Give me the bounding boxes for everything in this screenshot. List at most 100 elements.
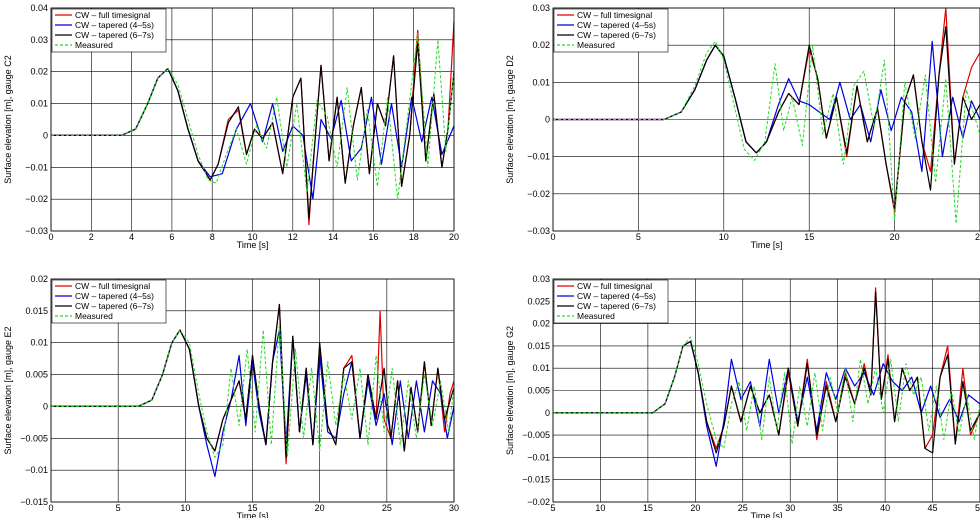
legend-label: CW – tapered (4–5s) [577,20,656,30]
x-tick-label: 6 [169,232,174,242]
x-tick-label: 25 [738,503,748,513]
y-tick-label: 0 [545,408,550,418]
y-axis-label: Surface elevation [m], gauge C2 [3,55,13,184]
x-tick-label: 0 [550,232,555,242]
y-tick-label: −0.02 [527,497,550,507]
y-tick-label: 0.03 [532,3,550,13]
y-tick-label: 0.01 [532,363,550,373]
y-tick-label: 0.025 [527,296,550,306]
x-tick-label: 10 [180,503,190,513]
y-axis-label: Surface elevation [m], gauge E2 [3,326,13,454]
legend-label: CW – full timesignal [577,10,652,20]
y-tick-label: 0.005 [527,386,550,396]
x-tick-label: 2 [89,232,94,242]
x-axis-label: Time [s] [751,240,783,250]
x-tick-label: 5 [550,503,555,513]
series-line-4 [51,323,454,458]
y-tick-label: 0.02 [532,319,550,329]
x-axis-label: Time [s] [237,240,269,250]
x-tick-label: 20 [890,232,900,242]
y-tick-label: −0.015 [522,475,550,485]
y-tick-label: −0.02 [25,194,48,204]
y-tick-label: −0.01 [527,152,550,162]
x-tick-label: 10 [247,232,257,242]
legend-label: CW – tapered (6–7s) [577,30,656,40]
x-axis-label: Time [s] [751,511,783,518]
chart-panel-2: 0 5 10 15 20 25 −0.03 −0.02 −0.01 0 0.01 0.02 0.03 Ti… [505,3,980,250]
x-tick-label: 20 [315,503,325,513]
y-tick-label: 0.005 [25,370,48,380]
y-tick-label: −0.01 [25,465,48,475]
x-tick-label: 30 [449,503,459,513]
x-tick-label: 35 [833,503,843,513]
series-line-3 [51,303,454,458]
axes-frame [50,7,455,232]
legend-label: Measured [577,311,615,321]
y-tick-label: 0 [545,115,550,125]
y-axis-label: Surface elevation [m], gauge G2 [505,326,515,455]
legend-label: CW – tapered (6–7s) [577,301,656,311]
axes-frame [552,278,980,503]
legend-label: Measured [75,311,113,321]
y-tick-label: −0.005 [522,430,550,440]
x-tick-label: 10 [595,503,605,513]
y-tick-label: 0.02 [532,40,550,50]
series-line-4 [553,40,980,225]
x-tick-label: 20 [449,232,459,242]
axes-frame [50,278,455,503]
legend-label: Measured [577,40,615,50]
x-tick-label: 25 [975,232,980,242]
x-tick-label: 14 [328,232,338,242]
x-tick-label: 15 [804,232,814,242]
series-line-3 [51,42,454,219]
y-tick-label: 0.02 [30,274,48,284]
chart-panel-4: 5 10 15 20 25 30 35 40 45 50 −0.02 −0.015 −0.01 −0.00… [505,274,980,518]
legend-label: CW – tapered (4–5s) [577,291,656,301]
y-tick-label: −0.02 [527,189,550,199]
y-tick-label: 0.015 [527,341,550,351]
x-tick-label: 40 [880,503,890,513]
y-tick-label: −0.03 [25,226,48,236]
series-line-4 [553,336,980,449]
x-tick-label: 5 [636,232,641,242]
series-line-3 [553,291,980,454]
x-tick-label: 5 [116,503,121,513]
y-tick-label: −0.005 [20,433,48,443]
x-tick-label: 45 [928,503,938,513]
x-tick-label: 50 [975,503,980,513]
legend-label: CW – tapered (4–5s) [75,291,154,301]
x-tick-label: 0 [48,232,53,242]
x-tick-label: 15 [247,503,257,513]
legend-label: CW – full timesignal [75,281,150,291]
y-tick-label: 0 [43,401,48,411]
chart-panel-1: 0 2 4 6 8 10 12 14 16 18 20 −0.03 −0.02 −0.01 0 0.01 0.0… [3,3,459,250]
x-tick-label: 16 [368,232,378,242]
legend-label: CW – full timesignal [577,281,652,291]
y-tick-label: 0.04 [30,3,48,13]
legend-label: CW – tapered (4–5s) [75,20,154,30]
y-tick-label: 0 [43,130,48,140]
x-tick-label: 10 [719,232,729,242]
x-tick-label: 8 [210,232,215,242]
y-axis-label: Surface elevation [m], gauge D2 [505,55,515,184]
axes-frame [552,7,980,232]
y-tick-label: 0.01 [30,99,48,109]
y-tick-label: 0.03 [30,35,48,45]
x-tick-label: 0 [48,503,53,513]
legend-label: CW – full timesignal [75,10,150,20]
y-tick-label: 0.01 [30,338,48,348]
series-line-3 [553,26,980,210]
y-tick-label: −0.03 [527,226,550,236]
legend-label: Measured [75,40,113,50]
x-tick-label: 30 [785,503,795,513]
x-axis-label: Time [s] [237,511,269,518]
y-tick-label: −0.015 [20,497,48,507]
chart-panel-3: 0 5 10 15 20 25 30 −0.015 −0.01 −0.005 0 0.005 0.01 0… [3,274,459,518]
x-tick-label: 4 [129,232,134,242]
legend-label: CW – tapered (6–7s) [75,30,154,40]
x-tick-label: 15 [643,503,653,513]
